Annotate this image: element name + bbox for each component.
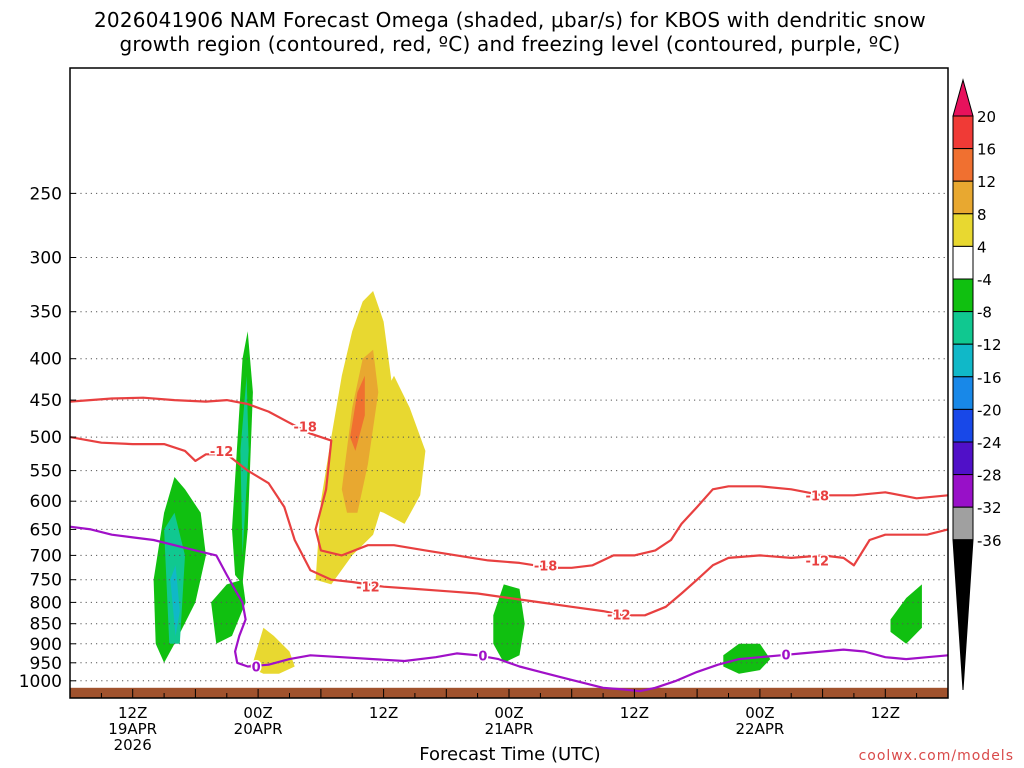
colorbar-label-10: -24 bbox=[977, 434, 1002, 452]
colorbar-box-12 bbox=[952, 506, 974, 541]
omega-region-7 bbox=[211, 579, 246, 644]
x-tick-label-3-0: 00Z bbox=[494, 704, 523, 722]
colorbar-label-3: 8 bbox=[977, 206, 987, 224]
colorbar-box-5 bbox=[952, 278, 974, 313]
contour-label-2: -12 bbox=[356, 581, 380, 596]
y-tick-label-700: 700 bbox=[30, 546, 62, 566]
x-tick-label-3-1: 21APR bbox=[485, 720, 534, 738]
colorbar-box-1 bbox=[952, 148, 974, 182]
colorbar-label-5: -4 bbox=[977, 271, 992, 289]
contour-label-5: -18 bbox=[806, 489, 830, 504]
colorbar-top-arrow bbox=[952, 78, 974, 117]
contour-2 bbox=[69, 525, 949, 693]
y-tick-label-1000: 1000 bbox=[19, 672, 62, 692]
colorbar-box-4 bbox=[952, 245, 974, 280]
y-tick-label-550: 550 bbox=[30, 462, 62, 482]
contour-label-4: -12 bbox=[607, 609, 631, 624]
colorbar-box-11 bbox=[952, 474, 974, 508]
omega-region-13 bbox=[170, 565, 180, 636]
colorbar-label-7: -12 bbox=[977, 336, 1002, 354]
x-tick-label-5-0: 00Z bbox=[745, 704, 774, 722]
x-axis-title: Forecast Time (UTC) bbox=[419, 744, 601, 765]
colorbar-label-12: -32 bbox=[977, 499, 1002, 517]
y-tick-label-300: 300 bbox=[30, 249, 62, 269]
colorbar-label-9: -20 bbox=[977, 401, 1002, 419]
y-tick-label-900: 900 bbox=[30, 635, 62, 655]
colorbar-box-10 bbox=[952, 441, 974, 476]
colorbar-label-2: 12 bbox=[977, 173, 996, 191]
colorbar-box-8 bbox=[952, 376, 974, 410]
contour-label-6: -12 bbox=[806, 554, 830, 569]
contour-label-9: 0 bbox=[781, 649, 790, 664]
colorbar-label-0: 20 bbox=[977, 108, 996, 126]
contour-label-0: -18 bbox=[293, 420, 317, 435]
x-tick-label-4-0: 12Z bbox=[620, 704, 649, 722]
y-tick-label-500: 500 bbox=[30, 428, 62, 448]
contour-label-7: 0 bbox=[252, 661, 261, 676]
y-tick-label-400: 400 bbox=[30, 350, 62, 370]
colorbar-box-2 bbox=[952, 180, 974, 215]
contour-label-3: -18 bbox=[534, 559, 558, 574]
title-line-2: growth region (contoured, red, ºC) and f… bbox=[119, 32, 901, 56]
contour-1 bbox=[69, 436, 949, 617]
y-tick-label-450: 450 bbox=[30, 391, 62, 411]
site-credit[interactable]: coolwx.com/models bbox=[858, 748, 1014, 764]
colorbar-box-3 bbox=[952, 213, 974, 247]
omega-region-8 bbox=[493, 584, 525, 663]
colorbar-box-7 bbox=[952, 343, 974, 378]
x-tick-label-2-0: 12Z bbox=[369, 704, 398, 722]
contour-label-8: 0 bbox=[478, 649, 487, 664]
omega-region-10 bbox=[890, 584, 922, 644]
colorbar-label-11: -28 bbox=[977, 467, 1002, 485]
omega-region-12 bbox=[240, 375, 249, 556]
colorbar-box-0 bbox=[952, 115, 974, 150]
x-tick-label-5-1: 22APR bbox=[735, 720, 784, 738]
y-tick-label-950: 950 bbox=[30, 654, 62, 674]
y-tick-label-250: 250 bbox=[30, 184, 62, 204]
x-tick-label-0-2: 2026 bbox=[114, 736, 152, 754]
contour-0 bbox=[69, 396, 949, 569]
colorbar-label-8: -16 bbox=[977, 369, 1002, 387]
x-tick-label-0-1: 19APR bbox=[108, 720, 157, 738]
y-tick-label-850: 850 bbox=[30, 615, 62, 635]
omega-region-1 bbox=[357, 375, 426, 524]
colorbar-label-1: 16 bbox=[977, 141, 996, 159]
contour-label-1: -12 bbox=[210, 445, 234, 460]
colorbar-bottom-arrow bbox=[952, 539, 974, 691]
colorbar-label-4: 4 bbox=[977, 238, 987, 256]
title-line-1: 2026041906 NAM Forecast Omega (shaded, μ… bbox=[94, 8, 926, 32]
omega-region-4 bbox=[350, 375, 365, 451]
colorbar-box-9 bbox=[952, 408, 974, 443]
x-tick-label-1-1: 20APR bbox=[234, 720, 283, 738]
y-tick-label-600: 600 bbox=[30, 492, 62, 512]
x-tick-label-0-0: 12Z bbox=[118, 704, 147, 722]
x-tick-label-6-0: 12Z bbox=[871, 704, 900, 722]
y-tick-label-350: 350 bbox=[30, 303, 62, 323]
omega-region-2 bbox=[247, 627, 295, 674]
colorbar-box-6 bbox=[952, 311, 974, 345]
x-tick-label-1-0: 00Z bbox=[243, 704, 272, 722]
y-tick-label-650: 650 bbox=[30, 520, 62, 540]
colorbar-label-13: -36 bbox=[977, 532, 1002, 550]
y-tick-label-800: 800 bbox=[30, 593, 62, 613]
colorbar-label-6: -8 bbox=[977, 304, 992, 322]
chart-title: 2026041906 NAM Forecast Omega (shaded, μ… bbox=[0, 8, 1020, 56]
y-tick-label-750: 750 bbox=[30, 571, 62, 591]
